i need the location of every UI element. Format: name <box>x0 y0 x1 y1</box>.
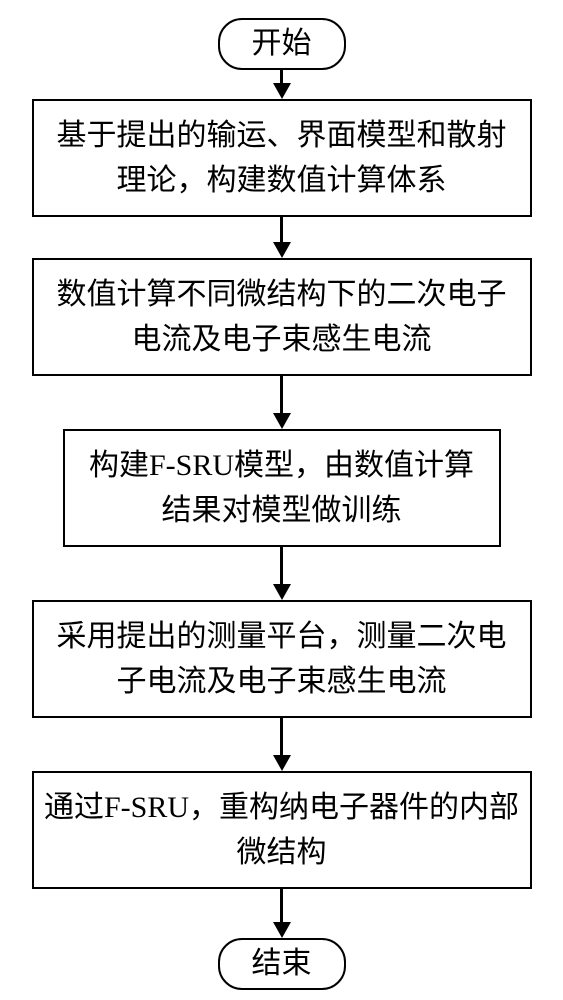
arrow-head-icon <box>273 83 291 99</box>
process-step-label: 通过F-SRU，重构纳电子器件的内部微结构 <box>44 785 520 875</box>
process-step-1: 基于提出的输运、界面模型和散射理论，构建数值计算体系 <box>32 99 532 217</box>
arrow-after-step-5 <box>273 889 291 938</box>
end-label: 结束 <box>252 947 312 980</box>
process-step-label: 构建F-SRU模型，由数值计算结果对模型做训练 <box>75 443 489 533</box>
arrow-shaft <box>280 547 283 585</box>
process-step-2: 数值计算不同微结构下的二次电子电流及电子束感生电流 <box>32 258 532 376</box>
arrow-shaft <box>280 718 283 756</box>
process-step-label: 数值计算不同微结构下的二次电子电流及电子束感生电流 <box>44 272 520 362</box>
end-terminal: 结束 <box>218 938 346 990</box>
arrow-after-step-4 <box>273 718 291 771</box>
arrow-start <box>273 70 291 99</box>
arrow-head-icon <box>273 413 291 429</box>
arrow-head-icon <box>273 922 291 938</box>
process-step-label: 基于提出的输运、界面模型和散射理论，构建数值计算体系 <box>44 113 520 203</box>
process-step-3: 构建F-SRU模型，由数值计算结果对模型做训练 <box>63 429 501 547</box>
start-label: 开始 <box>252 27 312 60</box>
arrow-shaft <box>280 889 283 923</box>
arrow-shaft <box>280 376 283 414</box>
arrow-after-step-3 <box>273 547 291 600</box>
arrow-shaft <box>280 217 283 243</box>
arrow-head-icon <box>273 755 291 771</box>
process-step-4: 采用提出的测量平台，测量二次电子电流及电子束感生电流 <box>32 600 532 718</box>
arrow-after-step-1 <box>273 217 291 258</box>
process-step-label: 采用提出的测量平台，测量二次电子电流及电子束感生电流 <box>44 614 520 704</box>
arrow-head-icon <box>273 584 291 600</box>
flowchart: 开始 基于提出的输运、界面模型和散射理论，构建数值计算体系数值计算不同微结构下的… <box>0 0 563 1000</box>
arrow-after-step-2 <box>273 376 291 429</box>
arrow-shaft <box>280 70 283 84</box>
arrow-head-icon <box>273 242 291 258</box>
process-step-5: 通过F-SRU，重构纳电子器件的内部微结构 <box>32 771 532 889</box>
start-terminal: 开始 <box>218 18 346 70</box>
